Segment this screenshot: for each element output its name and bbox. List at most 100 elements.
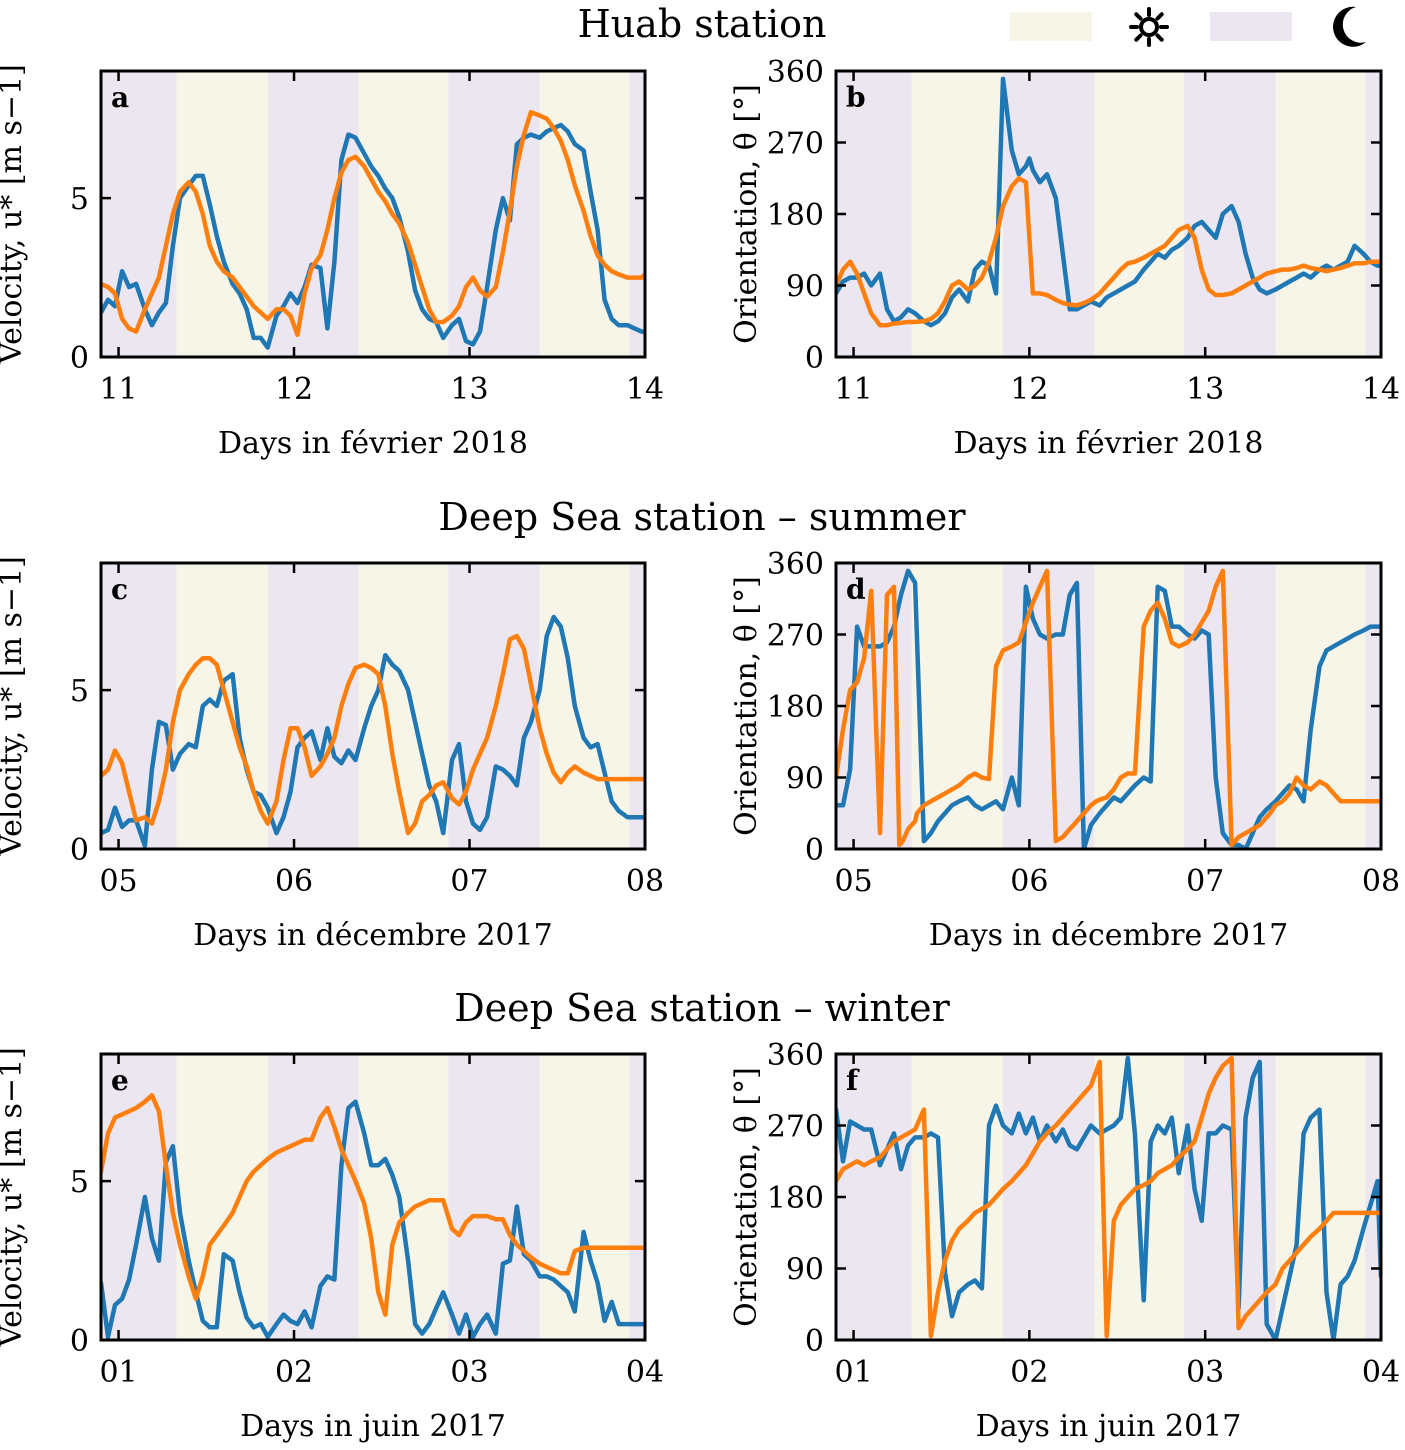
y-tick-label: 270	[767, 619, 824, 654]
y-tick-label: 180	[767, 690, 824, 725]
x-tick-label: 05	[834, 864, 872, 899]
legend-day-swatch	[1010, 12, 1092, 41]
day-band	[1275, 563, 1366, 849]
panel-letter: f	[846, 1064, 860, 1097]
day-band	[176, 71, 268, 357]
panel-a: 11 12 13 14 0 5 Days in février 2018 Velocity, …	[0, 64, 664, 461]
y-tick-label: 5	[70, 674, 89, 709]
day-band	[358, 563, 449, 849]
legend-night-swatch	[1210, 12, 1292, 41]
y-axis-label: Orientation, θ [°]	[729, 576, 764, 836]
y-tick-label: 0	[805, 341, 824, 376]
series-group	[101, 614, 645, 849]
y-tick-label: 0	[70, 341, 89, 376]
series-line-1	[101, 122, 645, 350]
x-tick-label: 07	[450, 864, 488, 899]
series-group	[101, 1093, 645, 1340]
panel-b: 11 12 13 14 0 90 180 270 360 Days in février 2018…	[729, 55, 1400, 461]
x-tick-label: 03	[450, 1355, 488, 1390]
x-tick-label: 03	[1186, 1355, 1224, 1390]
x-tick-label: 08	[1362, 864, 1400, 899]
panel-letter: a	[111, 81, 129, 114]
y-tick-label: 360	[767, 547, 824, 582]
series-line-2	[836, 1055, 1381, 1339]
x-tick-label: 12	[275, 372, 313, 407]
day-band	[1275, 71, 1366, 357]
night-band	[267, 1054, 359, 1340]
series-line-2	[101, 633, 645, 836]
night-band	[629, 1054, 645, 1340]
night-band	[629, 71, 645, 357]
day-band	[176, 1054, 268, 1340]
series-line-1	[101, 1099, 645, 1340]
x-tick-label: 01	[99, 1355, 137, 1390]
x-axis-label: Days in février 2018	[218, 426, 528, 461]
y-tick-label: 180	[767, 1181, 824, 1216]
y-tick-label: 90	[786, 270, 824, 305]
panel-f: 01 02 03 04 0 90 180 270 360 Days in juin 2017 Ori…	[729, 1038, 1400, 1444]
x-tick-label: 14	[626, 372, 664, 407]
x-tick-label: 13	[450, 372, 488, 407]
x-tick-label: 12	[1010, 372, 1048, 407]
y-tick-label: 270	[767, 127, 824, 162]
x-tick-label: 05	[99, 864, 137, 899]
series-group	[836, 568, 1381, 849]
axes-frame	[99, 561, 647, 851]
x-tick-label: 13	[1186, 372, 1224, 407]
x-axis-label: Days in décembre 2017	[929, 918, 1288, 953]
day-band	[1094, 71, 1185, 357]
x-tick-label: 11	[834, 372, 872, 407]
night-band	[267, 71, 359, 357]
sun-icon	[1129, 7, 1169, 47]
y-tick-label: 5	[70, 182, 89, 217]
day-band	[539, 1054, 630, 1340]
row-title-deep-sea-winter: Deep Sea station – winter	[454, 986, 950, 1030]
y-axis-label: Velocity, u* [m s−1]	[0, 556, 29, 857]
series-line-1	[836, 1055, 1381, 1340]
row-title-deep-sea-summer: Deep Sea station – summer	[438, 495, 966, 539]
night-band	[448, 1054, 540, 1340]
moon-icon	[1333, 6, 1366, 47]
y-tick-label: 90	[786, 762, 824, 797]
y-tick-label: 360	[767, 55, 824, 90]
panel-letter: c	[111, 573, 128, 606]
series-line-1	[101, 614, 645, 849]
x-tick-label: 14	[1362, 372, 1400, 407]
y-tick-label: 0	[70, 833, 89, 868]
axes-frame	[99, 69, 647, 359]
x-tick-label: 02	[1010, 1355, 1048, 1390]
night-band	[267, 563, 359, 849]
x-axis-label: Days in février 2018	[954, 426, 1264, 461]
y-axis-label: Orientation, θ [°]	[729, 1067, 764, 1327]
series-group	[836, 76, 1381, 328]
y-axis-label: Velocity, u* [m s−1]	[0, 1047, 29, 1348]
y-tick-label: 270	[767, 1110, 824, 1145]
y-tick-label: 0	[70, 1324, 89, 1359]
x-tick-label: 06	[1010, 864, 1048, 899]
y-tick-label: 0	[805, 833, 824, 868]
series-group	[836, 1055, 1381, 1340]
day-band	[911, 71, 1004, 357]
series-group	[101, 110, 645, 350]
y-tick-label: 5	[70, 1165, 89, 1200]
x-tick-label: 11	[99, 372, 137, 407]
panel-letter: b	[846, 81, 866, 114]
panel-e: 01 02 03 04 0 5 Days in juin 2017 Velocity, u* …	[0, 1047, 664, 1444]
night-band	[448, 71, 540, 357]
series-line-2	[101, 110, 645, 338]
x-tick-label: 04	[626, 1355, 664, 1390]
x-tick-label: 04	[1362, 1355, 1400, 1390]
x-tick-label: 01	[834, 1355, 872, 1390]
x-tick-label: 02	[275, 1355, 313, 1390]
axes-frame	[99, 1052, 647, 1342]
night-band	[101, 563, 177, 849]
x-tick-label: 08	[626, 864, 664, 899]
series-line-1	[836, 76, 1381, 328]
night-band	[629, 563, 645, 849]
x-tick-label: 07	[1186, 864, 1224, 899]
y-axis-label: Velocity, u* [m s−1]	[0, 64, 29, 365]
x-axis-label: Days in juin 2017	[240, 1409, 506, 1444]
y-tick-label: 90	[786, 1253, 824, 1288]
